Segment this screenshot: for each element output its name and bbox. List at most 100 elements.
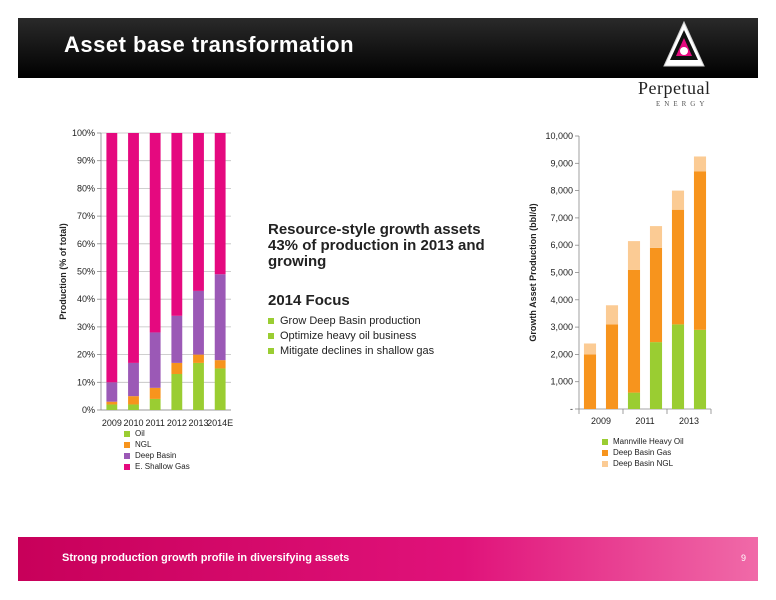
legend-label: Deep Basin [135, 451, 177, 460]
bar-segment [671, 190, 685, 210]
bar-segment [171, 315, 183, 363]
legend-swatch [124, 452, 130, 459]
y-tick-label: 9,000 [550, 158, 573, 168]
bar-segment [149, 398, 161, 410]
bar-segment [128, 396, 139, 405]
bar-segment [193, 133, 204, 291]
bar-segment [128, 404, 139, 410]
bar-segment [693, 156, 707, 172]
bar-segment [627, 392, 641, 409]
bar-segment [149, 387, 161, 399]
bar-segment [106, 404, 118, 410]
bar-segment [693, 171, 707, 330]
y-tick-label: 0% [82, 405, 95, 415]
logo-subtitle: ENERGY [656, 100, 709, 108]
bar-segment [671, 324, 685, 409]
focus-item-text: Mitigate declines in shallow gas [280, 344, 435, 357]
bar-segment [649, 226, 663, 248]
bar-segment [193, 354, 204, 363]
x-tick-label: 2009 [102, 418, 122, 428]
y-axis-title: Production (% of total) [58, 223, 68, 320]
bar-segment [171, 373, 183, 410]
legend-item: Deep Basin Gas [602, 447, 684, 458]
bullet-icon [268, 332, 274, 339]
headline: Resource-style growth assets 43% of prod… [268, 221, 485, 270]
bullet-icon [268, 347, 274, 354]
y-tick-label: 10,000 [545, 131, 573, 141]
bar-segment [106, 133, 118, 383]
legend-item: Deep Basin [124, 450, 190, 461]
bar-segment [693, 329, 707, 409]
logo-emblem-icon [663, 20, 705, 67]
y-tick-label: 4,000 [550, 295, 573, 305]
focus-item: Grow Deep Basin production [268, 313, 498, 328]
legend-item: Mannville Heavy Oil [602, 436, 684, 447]
bar-segment [128, 362, 139, 397]
page-number: 9 [740, 553, 746, 563]
bar-segment [106, 382, 118, 402]
focus-item-text: Optimize heavy oil business [280, 329, 417, 342]
y-tick-label: 100% [72, 128, 95, 138]
bar-segment [605, 324, 619, 409]
x-tick-label: 2012 [167, 418, 187, 428]
x-tick-label: 2011 [145, 418, 164, 428]
legend-swatch [124, 463, 130, 470]
y-tick-label: 20% [77, 350, 95, 360]
legend-label: E. Shallow Gas [135, 462, 190, 471]
bar-segment [193, 362, 204, 410]
title-bar: Asset base transformation [18, 18, 758, 78]
bar-segment [193, 290, 204, 355]
y-tick-label: 80% [77, 183, 95, 193]
bar-segment [649, 247, 663, 343]
focus-item-text: Grow Deep Basin production [280, 314, 421, 327]
production-share-legend: Oil NGL Deep Basin E. Shallow Gas [124, 428, 190, 472]
slide-title: Asset base transformation [64, 32, 355, 57]
legend-swatch [124, 430, 130, 437]
perpetual-logo: Perpetual ENERGY [612, 20, 752, 108]
bar-segment [106, 401, 118, 405]
bar-segment [649, 342, 663, 409]
legend-label: Deep Basin NGL [613, 459, 674, 468]
y-axis-title: Growth Asset Production (bbl/d) [528, 203, 538, 341]
y-tick-label: 40% [77, 294, 95, 304]
bar-segment [171, 362, 183, 374]
y-tick-label: 30% [77, 322, 95, 332]
legend-label: Oil [135, 429, 145, 438]
x-tick-label: 2010 [123, 418, 143, 428]
y-tick-label: 1,000 [550, 377, 573, 387]
y-tick-label: 50% [77, 267, 95, 277]
legend-swatch [602, 438, 608, 445]
bar-segment [149, 332, 161, 388]
summary-panel: Resource-style growth assets 43% of prod… [268, 222, 498, 358]
legend-item: Deep Basin NGL [602, 458, 684, 469]
y-tick-label: 70% [77, 211, 95, 221]
bar-segment [627, 269, 641, 393]
bar-segment [605, 305, 619, 325]
x-tick-label: 2009 [591, 416, 611, 426]
y-tick-label: - [570, 404, 573, 414]
legend-item: NGL [124, 439, 190, 450]
bar-segment [583, 354, 597, 409]
y-tick-label: 10% [77, 377, 95, 387]
legend-label: NGL [135, 440, 152, 449]
y-tick-label: 90% [77, 156, 95, 166]
focus-item: Optimize heavy oil business [268, 328, 498, 343]
legend-label: Deep Basin Gas [613, 448, 672, 457]
focus-item: Mitigate declines in shallow gas [268, 343, 498, 358]
legend-swatch [602, 460, 608, 467]
logo-name: Perpetual [638, 78, 711, 98]
bar-segment [214, 360, 226, 369]
bar-segment [627, 241, 641, 270]
legend-label: Mannville Heavy Oil [613, 437, 684, 446]
footer-text: Strong production growth profile in dive… [62, 552, 350, 564]
y-tick-label: 8,000 [550, 186, 573, 196]
y-tick-label: 7,000 [550, 213, 573, 223]
bar-segment [214, 133, 226, 275]
growth-asset-legend: Mannville Heavy Oil Deep Basin Gas Deep Ba… [602, 436, 684, 469]
bar-segment [149, 133, 161, 333]
x-tick-label: 2011 [635, 416, 654, 426]
bar-segment [583, 343, 597, 355]
bar-segment [171, 133, 183, 316]
focus-list: Grow Deep Basin production Optimize heav… [268, 313, 498, 358]
